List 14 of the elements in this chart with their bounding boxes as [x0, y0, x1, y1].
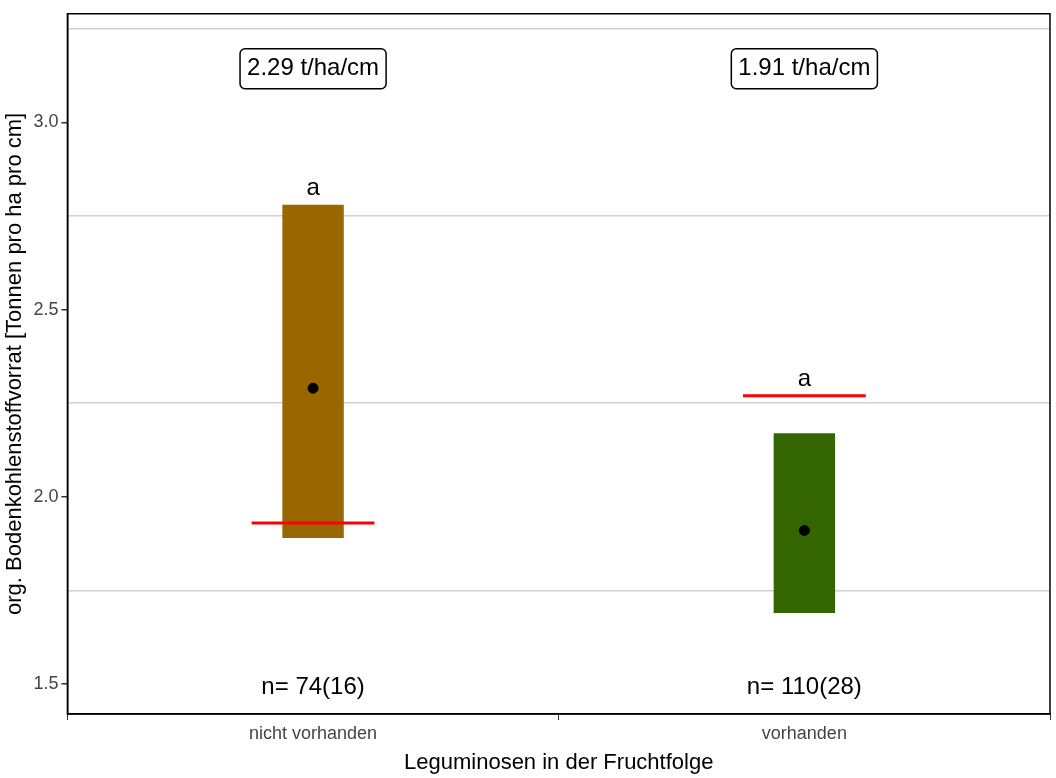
annotation: 1.91 t/ha/cm [738, 53, 871, 81]
annotation: a [797, 364, 812, 392]
x-tick-label: vorhanden [761, 722, 847, 743]
annotation: n= 110(28) [746, 671, 862, 699]
annotation: 2.29 t/ha/cm [247, 53, 380, 81]
annotation: n= 74(16) [261, 671, 365, 699]
y-tick-label: 1.5 [33, 673, 59, 694]
y-axis-title: org. Bodenkohlenstoffvorrat [Tonnen pro ha pro cm] [1, 112, 27, 616]
x-axis-title: Leguminosen in der Fruchtfolge [404, 748, 714, 774]
y-tick-label: 2.0 [33, 485, 59, 506]
y-tick-label: 2.5 [33, 298, 59, 319]
annotation: a [306, 173, 321, 201]
x-tick-label: nicht vorhanden [249, 722, 378, 743]
y-tick-label: 3.0 [33, 111, 59, 132]
